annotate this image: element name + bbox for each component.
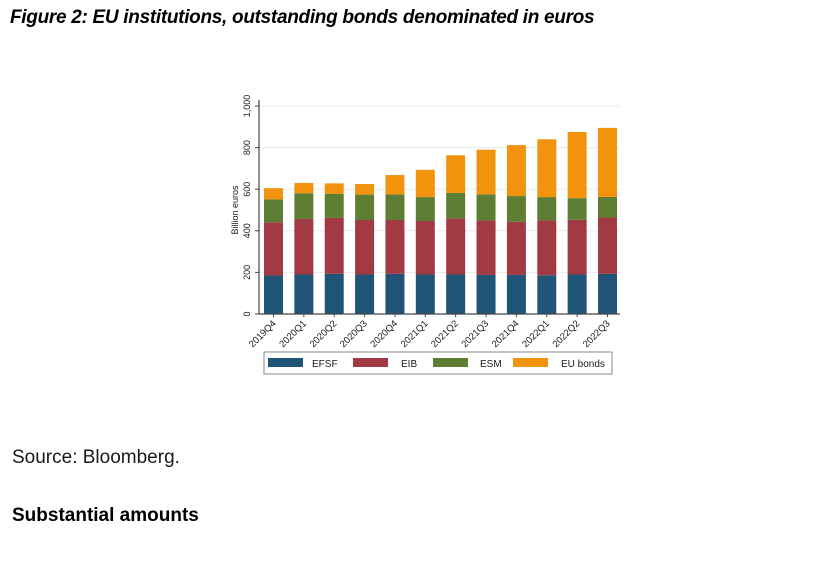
x-tick-label: 2020Q3 — [338, 318, 370, 350]
bar-segment-esm — [415, 197, 435, 222]
bar-segment-efsf — [506, 274, 526, 314]
bar-segment-efsf — [385, 273, 405, 314]
bar-segment-esm — [598, 196, 617, 218]
bar-segment-esm — [355, 194, 375, 220]
bar-segment-esm — [506, 196, 526, 222]
x-tick-label: 2022Q1 — [520, 318, 552, 350]
section-heading: Substantial amounts — [12, 505, 199, 526]
bar-segment-efsf — [598, 273, 617, 314]
bar-segment-eu-bonds — [476, 149, 496, 195]
x-tick-label: 2019Q4 — [247, 318, 279, 350]
bar-segment-efsf — [264, 275, 283, 314]
x-tick-label: 2020Q4 — [368, 318, 400, 350]
bar-segment-esm — [264, 199, 283, 223]
bond-chart-container: 0 200 400 600 800 1,000 Billion euros 2019Q4 202… — [228, 80, 628, 380]
bar-segment-esm — [476, 194, 496, 221]
bar-segment-efsf — [294, 274, 314, 314]
bar-segment-eib — [476, 220, 496, 275]
bar-segment-eib — [567, 219, 587, 275]
bar-segment-esm — [446, 192, 466, 219]
bar-segment-esm — [324, 193, 344, 218]
legend-label: EU bonds — [561, 359, 605, 370]
y-tick-label: 0 — [242, 311, 252, 316]
bar-segment-eib — [385, 219, 405, 274]
bar-segment-efsf — [324, 273, 344, 314]
figure-title: Figure 2: EU institutions, outstanding b… — [10, 7, 595, 28]
y-tick-label: 800 — [242, 140, 252, 155]
bar-segment-eu-bonds — [446, 155, 466, 193]
x-tick-label: 2021Q4 — [490, 318, 522, 350]
bar-segment-eib — [537, 220, 557, 276]
bar-segment-esm — [385, 194, 405, 220]
bar-segment-eu-bonds — [537, 139, 557, 198]
bar-segment-eib — [264, 222, 283, 276]
y-tick-label: 400 — [242, 223, 252, 238]
y-tick-label: 1,000 — [242, 95, 252, 118]
bar-segment-eu-bonds — [506, 145, 526, 197]
x-tick-label: 2020Q1 — [277, 318, 309, 350]
legend-swatch-eu-bonds — [513, 358, 548, 367]
bar-segment-eu-bonds — [415, 169, 435, 198]
x-tick-label: 2020Q2 — [308, 318, 340, 350]
source-text: Source: Bloomberg. — [12, 447, 180, 468]
x-tick-label: 2022Q2 — [551, 318, 583, 350]
bar-segment-eu-bonds — [264, 188, 283, 200]
bar-segment-esm — [567, 198, 587, 220]
legend-swatch-efsf — [268, 358, 303, 367]
bar-segment-eu-bonds — [355, 184, 375, 195]
x-tick-label: 2021Q3 — [459, 318, 491, 350]
y-tick-label: 200 — [242, 265, 252, 280]
bar-segment-efsf — [415, 274, 435, 314]
x-tick-label: 2021Q1 — [399, 318, 431, 350]
x-tick-label: 2021Q2 — [429, 318, 461, 350]
bar-segment-efsf — [355, 274, 375, 314]
bar-segment-eu-bonds — [598, 127, 617, 197]
legend-label: EIB — [401, 359, 417, 370]
bar-segment-eib — [446, 218, 466, 275]
bar-segment-esm — [537, 197, 557, 221]
bar-segment-efsf — [567, 274, 587, 314]
bar-segment-efsf — [476, 274, 496, 314]
x-tick-label: 2022Q3 — [581, 318, 613, 350]
legend-swatch-eib — [353, 358, 388, 367]
bar-segment-eib — [294, 218, 314, 275]
legend-label: EFSF — [312, 359, 338, 370]
y-axis-title: Billion euros — [230, 185, 240, 235]
y-tick-label: 600 — [242, 182, 252, 197]
bar-segment-efsf — [537, 275, 557, 314]
bar-segment-efsf — [446, 274, 466, 314]
legend-label: ESM — [480, 359, 502, 370]
bar-segment-eu-bonds — [324, 183, 344, 194]
bar-segment-eu-bonds — [567, 132, 587, 199]
legend-swatch-esm — [433, 358, 468, 367]
bar-segment-eib — [355, 219, 375, 275]
bar-segment-esm — [294, 193, 314, 219]
bar-segment-eib — [598, 217, 617, 274]
bar-segment-eib — [506, 221, 526, 275]
bar-segment-eib — [415, 221, 435, 275]
bar-segment-eu-bonds — [294, 182, 314, 194]
bar-segment-eib — [324, 217, 344, 274]
bar-segment-eu-bonds — [385, 175, 405, 195]
